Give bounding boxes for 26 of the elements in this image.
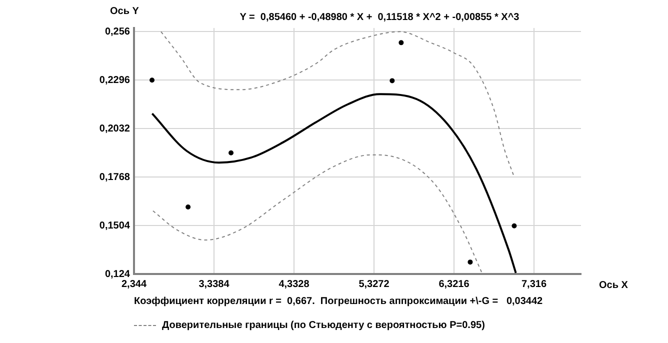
point — [150, 78, 155, 83]
y-tick-label: 0,1768 — [99, 172, 130, 183]
y-tick-label: 0,1504 — [99, 220, 130, 232]
y-tick-label: 0,2296 — [99, 74, 130, 86]
y-axis-title: Ось Y — [110, 6, 140, 17]
legend-label: Доверительные границы (по Стьюденту с вероятностью P=0.95) — [162, 320, 485, 331]
x-axis-title: Ось X — [599, 280, 628, 291]
y-tick-label: 0,256 — [104, 26, 130, 38]
x-tick-label: 3,3384 — [198, 278, 230, 290]
x-tick-label: 2,344 — [121, 278, 147, 290]
point — [398, 40, 404, 46]
x-tick-label: 4,3328 — [278, 278, 310, 290]
x-tick-label: 7,316 — [522, 278, 547, 290]
y-tick-label: 0,124 — [104, 268, 130, 280]
x-tick-label: 6,3216 — [438, 278, 470, 290]
chart-title: Y = 0,85460 + -0,48980 * X + 0,11518 * X^2 + -0,00855 * X^3 — [240, 12, 520, 23]
x-tick-label: 5,3272 — [358, 278, 390, 290]
point — [390, 78, 395, 84]
point — [228, 150, 234, 156]
y-tick-label: 0,2032 — [99, 123, 130, 134]
point — [186, 204, 191, 210]
line-series — [151, 93, 517, 274]
point — [512, 223, 517, 228]
text: Коэффициент корреляции r = 0,667. Погрешность аппроксимации +\-G = 0,03442 — [134, 296, 543, 307]
point — [468, 260, 473, 265]
line-series — [160, 31, 515, 178]
